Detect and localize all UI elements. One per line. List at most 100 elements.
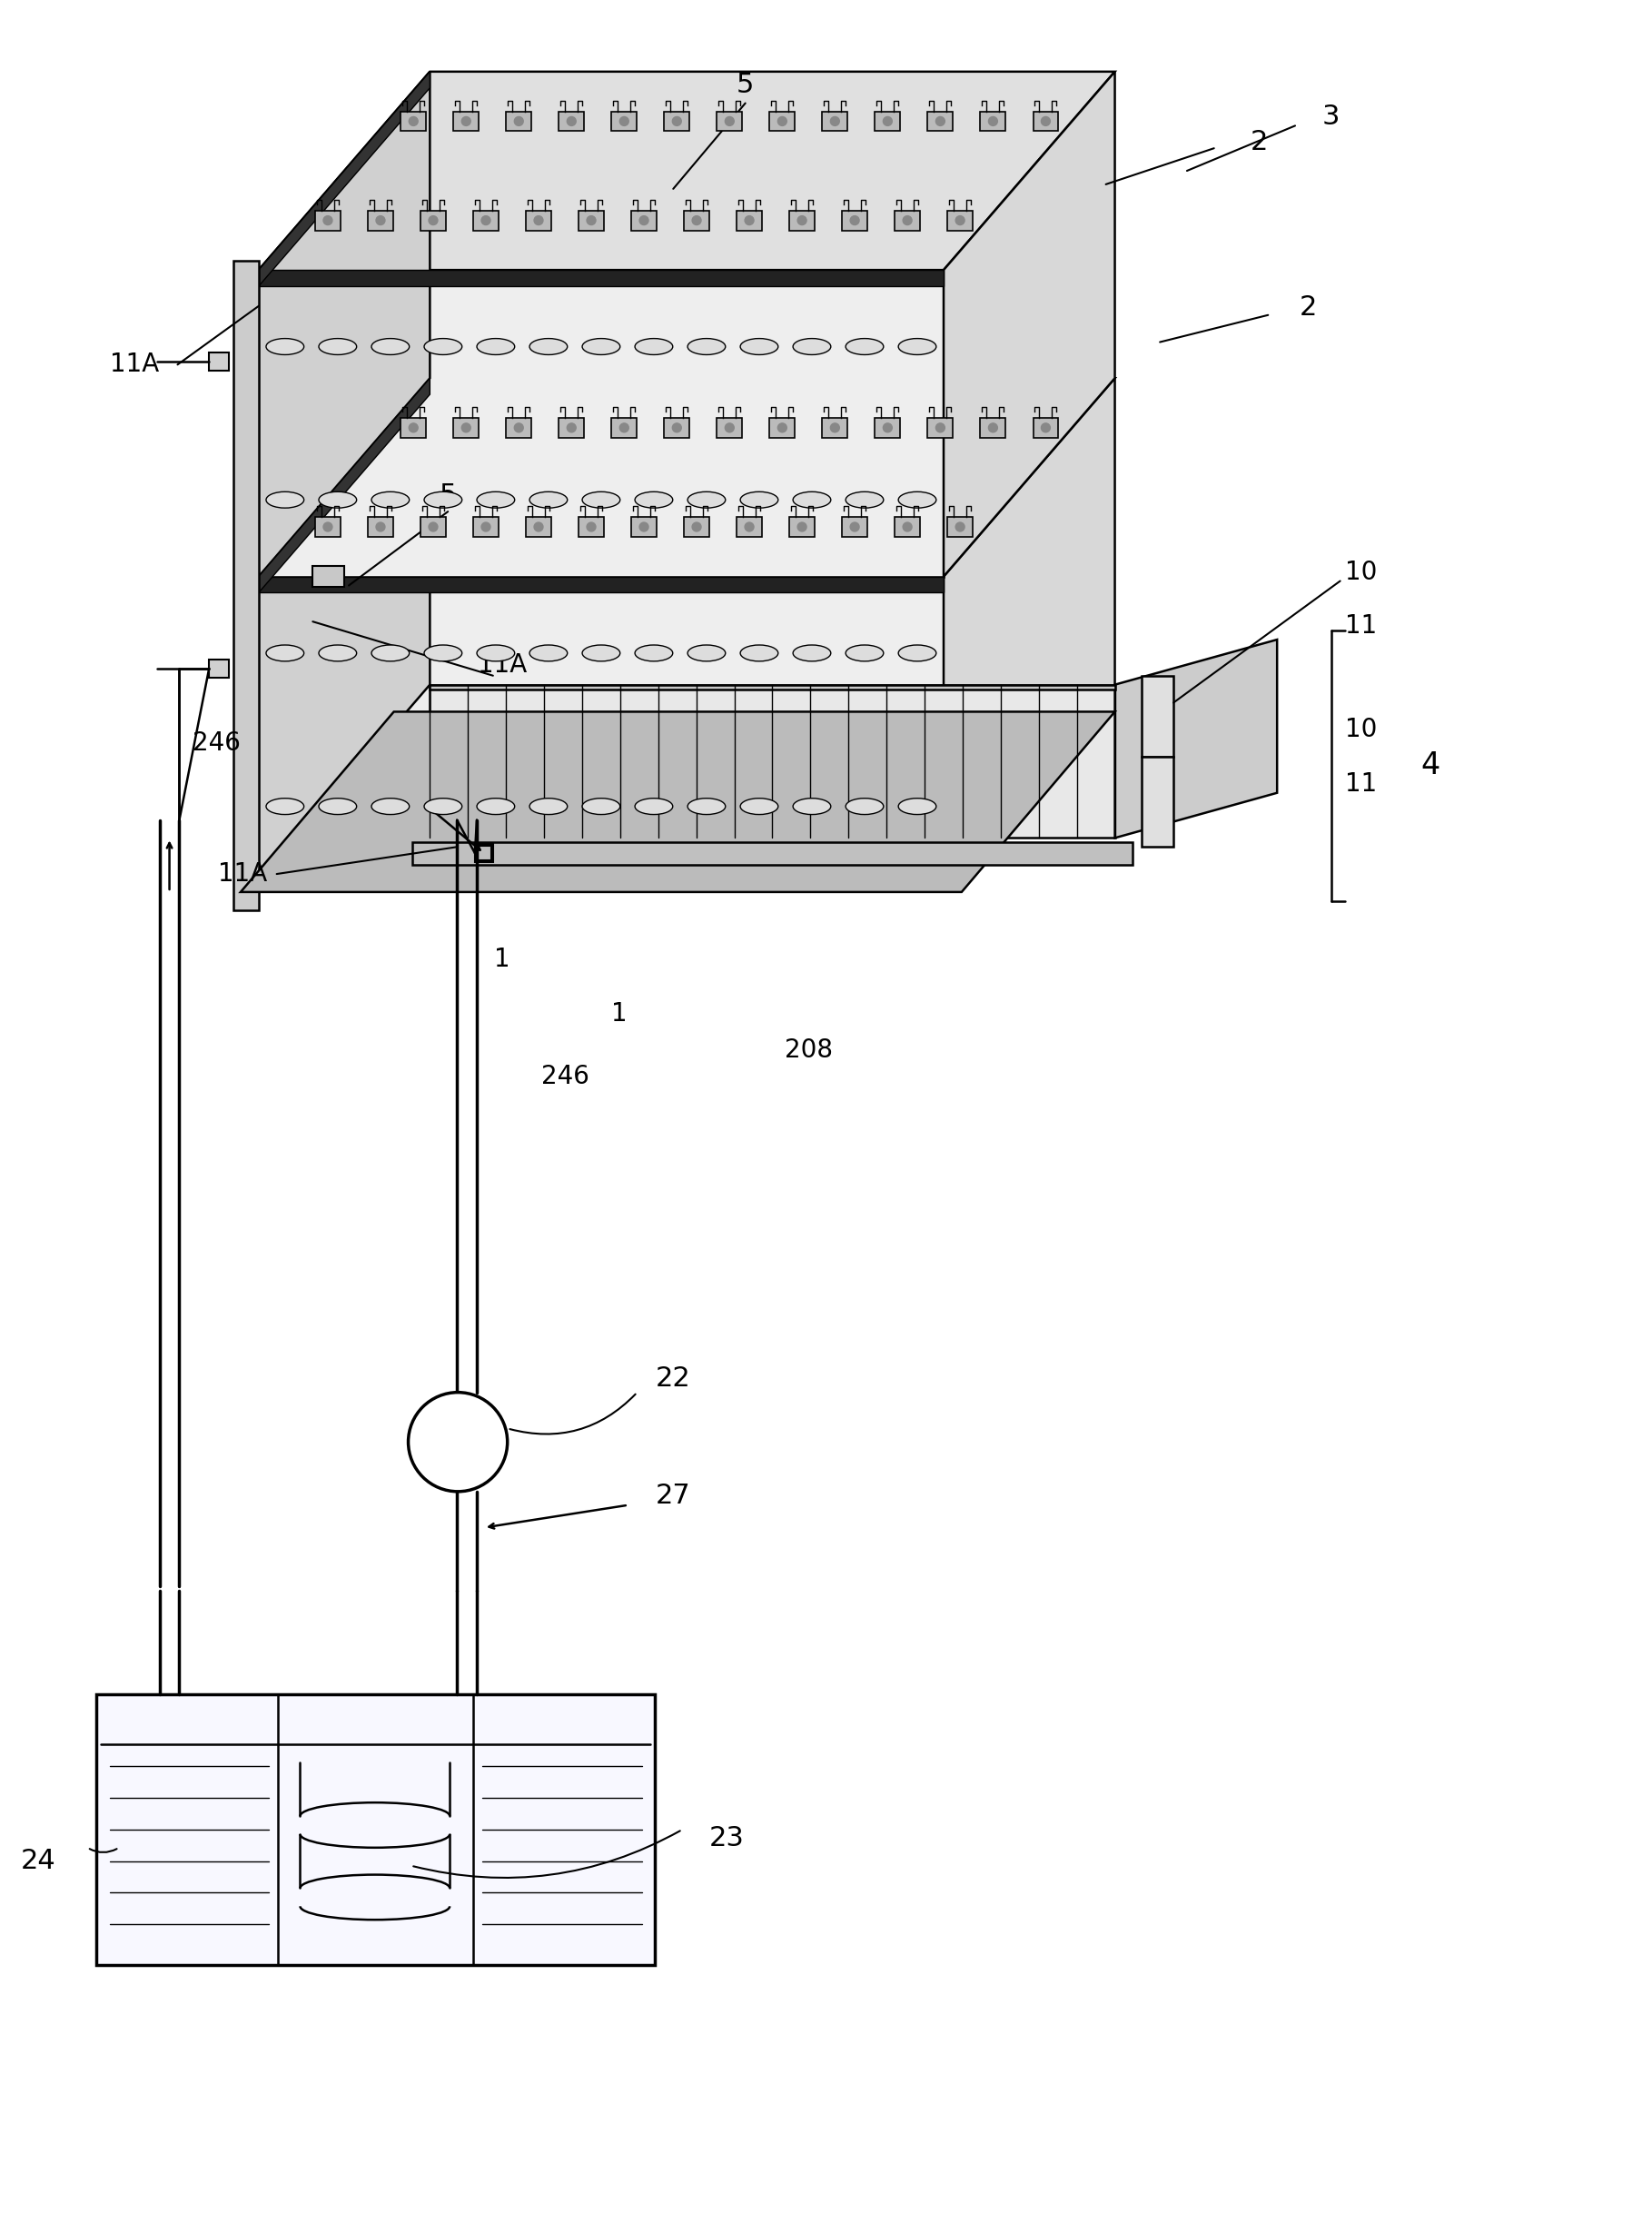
Ellipse shape (793, 797, 831, 815)
Ellipse shape (846, 645, 884, 661)
Bar (368, 210, 393, 230)
Ellipse shape (530, 645, 567, 661)
Bar (316, 518, 340, 536)
Circle shape (620, 116, 629, 125)
Polygon shape (259, 377, 430, 592)
Circle shape (955, 523, 965, 531)
Circle shape (461, 116, 471, 125)
Bar (454, 418, 479, 438)
Circle shape (692, 523, 700, 531)
Text: P: P (444, 1425, 471, 1458)
Circle shape (778, 424, 786, 433)
Bar (770, 418, 795, 438)
Bar (928, 112, 953, 132)
Ellipse shape (372, 645, 410, 661)
Bar (843, 518, 867, 536)
Bar (506, 112, 532, 132)
Bar (790, 518, 814, 536)
Polygon shape (259, 71, 430, 576)
Circle shape (851, 523, 859, 531)
Bar (477, 846, 491, 860)
Circle shape (725, 116, 733, 125)
Ellipse shape (477, 797, 515, 815)
Circle shape (904, 523, 912, 531)
Ellipse shape (846, 797, 884, 815)
Circle shape (672, 424, 681, 433)
Bar (1032, 418, 1059, 438)
Ellipse shape (899, 797, 937, 815)
Text: 3: 3 (1322, 103, 1340, 130)
Ellipse shape (634, 339, 672, 355)
Circle shape (620, 424, 629, 433)
Polygon shape (259, 71, 430, 286)
Text: 11: 11 (1345, 770, 1376, 797)
Polygon shape (943, 71, 1115, 576)
Ellipse shape (687, 491, 725, 507)
Polygon shape (259, 576, 943, 882)
Bar (506, 418, 532, 438)
Text: 1: 1 (611, 1000, 628, 1027)
Bar (631, 210, 656, 230)
Bar (980, 418, 1006, 438)
Circle shape (1041, 424, 1051, 433)
Bar (210, 353, 230, 371)
Ellipse shape (372, 491, 410, 507)
Polygon shape (1142, 757, 1173, 846)
Circle shape (745, 523, 753, 531)
Ellipse shape (740, 645, 778, 661)
Text: 246: 246 (192, 730, 240, 757)
Circle shape (324, 217, 332, 226)
Text: 11A: 11A (477, 652, 527, 677)
Bar (611, 418, 636, 438)
Ellipse shape (319, 491, 357, 507)
Bar (312, 565, 344, 587)
Ellipse shape (899, 339, 937, 355)
Circle shape (935, 424, 945, 433)
Bar (948, 210, 973, 230)
Circle shape (428, 523, 438, 531)
Bar (476, 844, 492, 862)
Circle shape (988, 424, 998, 433)
Polygon shape (430, 686, 1115, 837)
Circle shape (672, 116, 681, 125)
Ellipse shape (477, 645, 515, 661)
Bar (401, 112, 426, 132)
Bar (611, 112, 636, 132)
Ellipse shape (319, 645, 357, 661)
Bar (790, 210, 814, 230)
Text: 27: 27 (656, 1483, 691, 1510)
Ellipse shape (477, 339, 515, 355)
Bar (558, 418, 585, 438)
Ellipse shape (634, 797, 672, 815)
Circle shape (1041, 116, 1051, 125)
Ellipse shape (582, 339, 620, 355)
Text: 2: 2 (1300, 295, 1317, 322)
Ellipse shape (793, 491, 831, 507)
Circle shape (514, 116, 524, 125)
Ellipse shape (846, 491, 884, 507)
Polygon shape (259, 270, 943, 576)
Text: 11: 11 (1345, 614, 1376, 639)
Circle shape (410, 116, 418, 125)
Bar (664, 418, 689, 438)
Circle shape (935, 116, 945, 125)
Circle shape (955, 217, 965, 226)
Ellipse shape (530, 797, 567, 815)
Bar (210, 659, 230, 677)
Text: 11A: 11A (218, 862, 268, 887)
Bar (948, 518, 973, 536)
Polygon shape (1115, 639, 1277, 837)
Circle shape (481, 523, 491, 531)
Circle shape (988, 116, 998, 125)
Bar (472, 210, 499, 230)
Polygon shape (259, 377, 1115, 576)
Circle shape (851, 217, 859, 226)
Ellipse shape (319, 339, 357, 355)
Bar (578, 210, 605, 230)
Polygon shape (259, 576, 943, 592)
Ellipse shape (372, 797, 410, 815)
Ellipse shape (266, 339, 304, 355)
Text: 5: 5 (439, 482, 456, 509)
Circle shape (534, 217, 544, 226)
Circle shape (567, 424, 577, 433)
